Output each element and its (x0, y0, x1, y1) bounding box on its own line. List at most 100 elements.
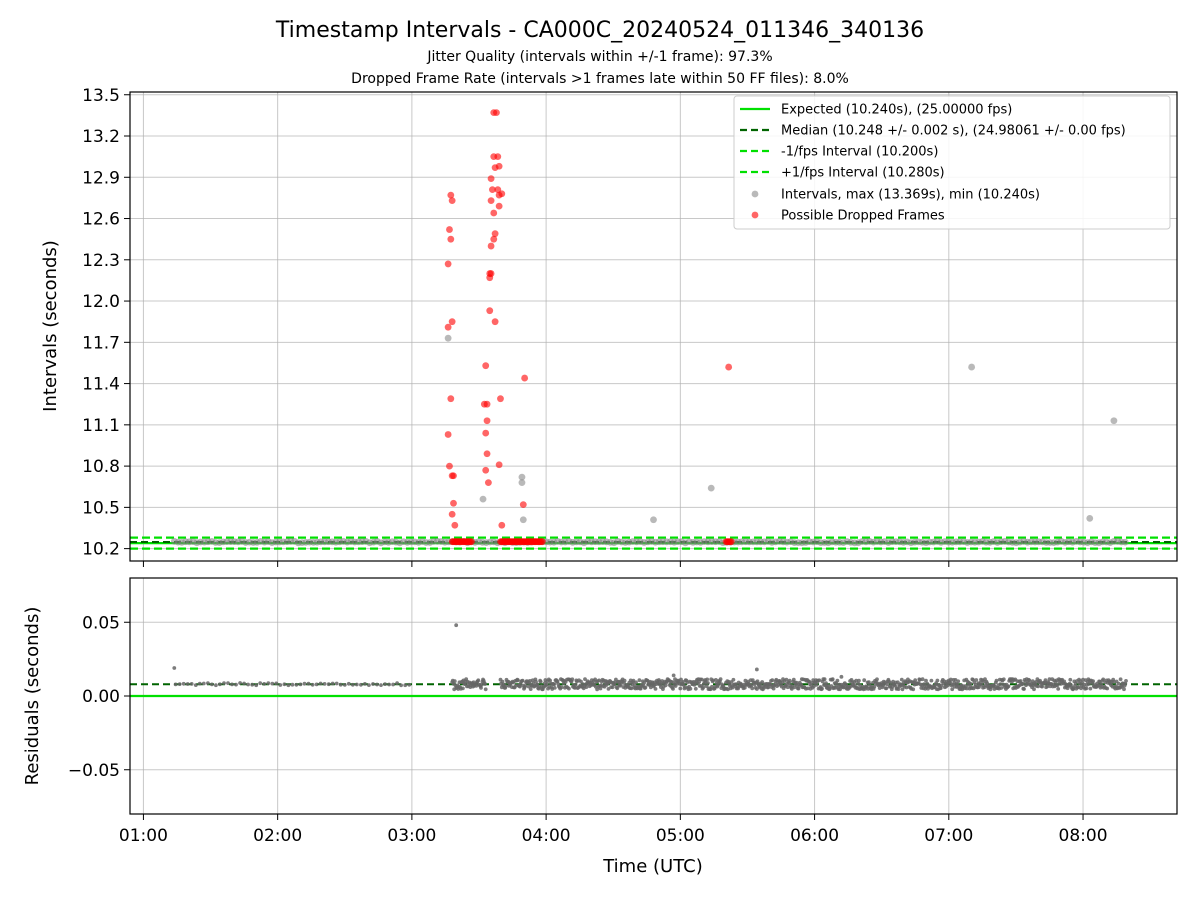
intervals-plot-frame (129, 91, 1178, 562)
residual-point (830, 677, 835, 682)
residual-point (535, 682, 540, 687)
dropped-frame-point (447, 191, 455, 199)
residual-point (820, 686, 824, 691)
interval-point (444, 334, 452, 342)
x-tick-label: 05:00 (656, 826, 705, 846)
residual-point (796, 686, 801, 691)
dropped-frame-point (725, 363, 733, 371)
residual-point (704, 684, 709, 689)
residual-point (999, 686, 1004, 690)
residual-point (246, 682, 251, 687)
residual-point (359, 682, 363, 687)
residual-point (230, 682, 234, 687)
intervals-y-tick-label: 13.2 (82, 127, 120, 147)
residual-point (787, 678, 792, 683)
residual-point (1105, 686, 1110, 691)
residual-point (282, 682, 287, 687)
intervals-y-ticks: 10.2 10.5 10.8 11.1 11.4 11.7 12.0 12.3 12.6 12.9… (82, 86, 130, 560)
dropped-frame-point (446, 226, 453, 233)
residual-point (872, 685, 877, 689)
dropped-frame-point (486, 274, 494, 282)
residual-point (483, 682, 487, 686)
residual-point (750, 686, 755, 691)
residual-point (1101, 677, 1106, 682)
residuals-y-tick-label: 0.05 (82, 613, 120, 633)
dropped-frame-point (447, 395, 455, 403)
residual-point (520, 678, 525, 683)
intervals-plot: 10.2 10.5 10.8 11.1 11.4 11.7 12.0 12.3 12.6 12.9… (40, 86, 1178, 567)
dropped-frame-point (448, 318, 456, 326)
chart-subtitle-dropped: Dropped Frame Rate (intervals >1 frames … (351, 71, 849, 87)
residual-point (387, 682, 391, 687)
dropped-frame-point (497, 395, 504, 403)
dropped-frame-point (491, 318, 499, 326)
residual-point (791, 677, 796, 682)
dropped-frame-point (487, 197, 495, 205)
dropped-frame-point (495, 202, 503, 210)
residual-point (342, 683, 347, 687)
residual-point (210, 682, 214, 687)
intervals-y-tick-label: 12.0 (82, 292, 120, 312)
residual-point (573, 686, 577, 690)
residual-point (286, 683, 291, 688)
residual-point (310, 682, 315, 687)
dropped-frame-point (728, 538, 735, 546)
residual-point (544, 682, 549, 687)
residual-point (322, 682, 327, 686)
dropped-frame-point (498, 521, 506, 529)
chart-title: Timestamp Intervals - CA000C_20240524_01… (275, 18, 924, 43)
interval-point (518, 479, 526, 487)
intervals-y-tick-label: 12.6 (82, 210, 120, 230)
dropped-frame-point (486, 307, 494, 315)
residual-point (1043, 678, 1048, 682)
residual-point (924, 678, 928, 683)
residual-point (514, 683, 518, 688)
intervals-y-tick-label: 11.1 (82, 416, 120, 436)
residual-point (395, 681, 399, 686)
residual-point (1124, 679, 1128, 683)
legend-entry-label: Possible Dropped Frames (781, 209, 945, 224)
intervals-y-tick-label: 10.5 (82, 498, 120, 518)
residual-point (500, 679, 505, 684)
residual-point (622, 678, 627, 683)
dropped-frame-point (487, 242, 495, 250)
legend-entry-label: Intervals, max (13.369s), min (10.240s) (781, 188, 1040, 203)
residual-point (379, 683, 383, 687)
residual-point (946, 683, 950, 687)
residual-point (294, 682, 299, 687)
legend-entry-label: +1/fps Interval (10.280s) (781, 166, 945, 181)
dropped-frame-point (495, 162, 503, 170)
residual-point (483, 687, 488, 692)
dropped-frame-point (446, 462, 453, 470)
residual-point (701, 685, 706, 690)
residual-point (776, 683, 781, 687)
residual-point (567, 686, 571, 691)
residual-point (330, 681, 335, 686)
residual-point (835, 678, 840, 683)
residual-point (1040, 684, 1044, 689)
x-tick-label: 01:00 (119, 826, 168, 846)
x-tick-label: 08:00 (1059, 826, 1108, 846)
residual-point (177, 682, 182, 686)
dropped-frame-point (495, 461, 503, 469)
residual-point (1027, 678, 1032, 683)
residual-point (814, 683, 819, 687)
residual-point (185, 682, 190, 686)
residual-point (274, 681, 279, 686)
dropped-frame-point (490, 209, 498, 217)
x-tick-label: 07:00 (924, 826, 973, 846)
residual-point (1116, 681, 1121, 686)
residual-point (559, 685, 564, 690)
residual-point (523, 684, 528, 688)
residual-point (238, 681, 243, 685)
residual-point (262, 682, 267, 686)
residual-point (760, 680, 765, 684)
residual-point (516, 678, 520, 683)
residual-point (875, 677, 879, 682)
interval-point (968, 363, 976, 371)
residual-point (354, 682, 359, 687)
residual-point (1056, 687, 1061, 691)
residual-point (968, 681, 973, 686)
dropped-frame-point (494, 153, 502, 161)
